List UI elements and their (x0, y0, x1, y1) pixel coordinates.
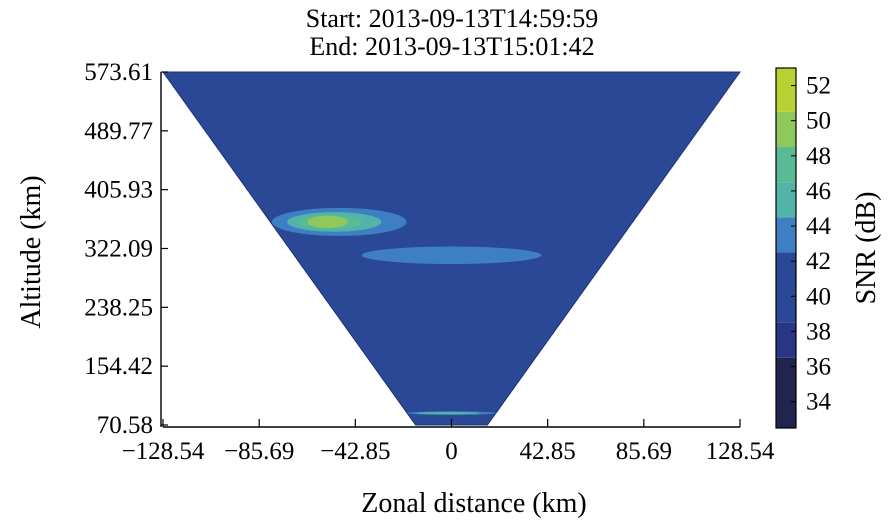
y-tick-label-0: 70.58 (97, 412, 153, 439)
y-tick-label-3: 322.09 (84, 236, 153, 263)
colorbar-tick-label-9: 52 (806, 73, 831, 100)
colorbar-tick-label-7: 48 (806, 143, 831, 170)
x-tick-label-0: −128.54 (122, 438, 205, 465)
cone-outline (162, 71, 741, 426)
y-tick-label-1: 154.42 (84, 353, 153, 380)
colorbar-segment-5 (776, 147, 796, 183)
colorbar-tick-label-6: 46 (806, 178, 831, 205)
colorbar-segment-7 (776, 68, 796, 112)
x-tick-label-3: 0 (445, 438, 458, 465)
colorbar-tick-label-5: 44 (806, 213, 832, 240)
colorbar-segment-6 (776, 111, 796, 148)
y-axis-label: Altitude (km) (16, 175, 47, 328)
colorbar-segment-4 (776, 182, 796, 218)
colorbar-segment-2 (776, 252, 796, 323)
colorbar-tick-label-0: 34 (806, 389, 832, 416)
colorbar-segment-1 (776, 322, 796, 358)
colorbar-tick-label-2: 38 (806, 318, 831, 345)
colorbar-tick-label-8: 50 (806, 108, 831, 135)
y-tick-label-5: 489.77 (84, 118, 153, 145)
colorbar-tick-label-4: 42 (806, 248, 831, 275)
x-tick-label-4: 42.85 (520, 438, 576, 465)
chart-title-line-1: Start: 2013-09-13T14:59:59 (306, 4, 598, 33)
colorbar-tick-label-3: 40 (806, 283, 831, 310)
plot-area (162, 71, 741, 426)
y-tick-label-6: 573.61 (84, 59, 153, 86)
x-axis-label: Zonal distance (km) (361, 488, 586, 519)
chart-title-line-2: End: 2013-09-13T15:01:42 (309, 32, 594, 61)
x-tick-label-1: −85.69 (224, 438, 294, 465)
colorbar-tick-label-1: 36 (806, 354, 831, 381)
x-tick-label-5: 85.69 (616, 438, 672, 465)
snr-feature-1-level-0 (361, 246, 542, 265)
colorbar-label: SNR (dB) (851, 192, 882, 305)
y-tick-label-4: 405.93 (84, 177, 153, 204)
colorbar-segment-3 (776, 217, 796, 253)
snr-feature-2-level-1 (416, 411, 480, 415)
x-tick-label-6: 128.54 (706, 438, 775, 465)
snr-feature-0-level-3 (307, 215, 348, 229)
colorbar: 34 36 38 40 42 44 46 48 50 52 (775, 67, 832, 429)
y-tick-label-2: 238.25 (84, 294, 153, 321)
snr-field (163, 72, 740, 425)
x-tick-label-2: −42.85 (320, 438, 390, 465)
colorbar-frame (775, 67, 797, 429)
colorbar-segment-0 (776, 357, 796, 428)
axes: −128.54 −85.69 −42.85 0 42.85 85.69 128.54 70.5… (84, 59, 775, 465)
